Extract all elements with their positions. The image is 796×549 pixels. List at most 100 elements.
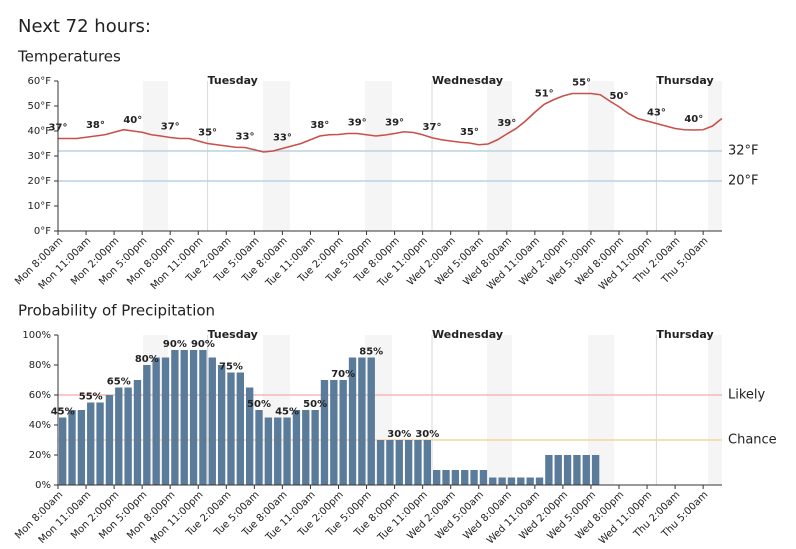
value-label: 70%: [331, 369, 355, 380]
night-band: [708, 81, 722, 231]
value-label: 35°: [460, 127, 479, 138]
bar: [161, 357, 170, 485]
bar: [217, 365, 226, 485]
bar: [433, 470, 441, 485]
value-label: 50°: [610, 91, 629, 102]
y-tick-label: 0°F: [34, 226, 51, 237]
reference-label: Likely: [728, 388, 766, 403]
bar: [563, 455, 572, 485]
bar: [442, 470, 450, 485]
y-tick-label: 100%: [22, 330, 51, 341]
value-label: 38°: [86, 120, 105, 131]
bar: [489, 477, 497, 485]
bar: [535, 477, 544, 485]
value-label: 45%: [51, 407, 75, 418]
value-label: 75%: [219, 362, 243, 373]
bar: [180, 350, 188, 485]
reference-label: 20°F: [728, 174, 759, 189]
bar: [461, 470, 469, 485]
bar: [133, 380, 142, 485]
bar: [367, 357, 375, 485]
bar: [143, 365, 151, 485]
bar: [292, 410, 301, 485]
bar: [545, 455, 553, 485]
bar: [498, 477, 506, 485]
y-tick-label: 40%: [29, 420, 51, 431]
bar: [470, 470, 478, 485]
value-label: 80%: [135, 354, 159, 365]
x-tick-label: Mon 8:00am: [13, 235, 65, 287]
value-label: 37°: [161, 122, 180, 133]
day-label: Tuesday: [208, 74, 258, 87]
value-label: 30%: [415, 429, 439, 440]
night-band: [588, 335, 614, 485]
value-label: 55%: [79, 392, 103, 403]
night-band: [143, 81, 168, 231]
bar: [171, 350, 179, 485]
value-label: 65%: [107, 377, 131, 388]
x-tick-label: Mon 8:00am: [13, 489, 65, 541]
bar: [573, 455, 581, 485]
bar: [423, 440, 431, 485]
bar: [236, 372, 244, 485]
y-tick-label: 30°F: [28, 151, 52, 162]
night-band: [487, 335, 512, 485]
value-label: 30%: [387, 429, 411, 440]
bar: [404, 440, 413, 485]
value-label: 35°: [198, 128, 217, 139]
value-label: 85%: [359, 347, 383, 358]
page-heading: Next 72 hours:: [18, 16, 151, 37]
bar: [386, 440, 394, 485]
day-label: Thursday: [656, 74, 713, 87]
y-tick-label: 60%: [29, 390, 51, 401]
bar: [591, 455, 600, 485]
bar: [246, 387, 254, 485]
bar: [283, 417, 291, 485]
value-label: 33°: [273, 133, 292, 144]
bar: [320, 380, 329, 485]
value-label: 39°: [497, 118, 516, 129]
bar: [199, 350, 207, 485]
temperature-line: [58, 92, 723, 153]
value-label: 50%: [247, 399, 271, 410]
bar: [526, 477, 534, 485]
value-label: 90%: [163, 339, 187, 350]
chart-title: Temperatures: [17, 48, 121, 66]
bar: [59, 417, 67, 485]
value-label: 40°: [123, 115, 142, 126]
reference-label: 32°F: [728, 144, 759, 159]
bar: [311, 410, 319, 485]
bar: [68, 410, 76, 485]
bar: [376, 440, 385, 485]
value-label: 39°: [385, 118, 404, 129]
night-band: [365, 81, 392, 231]
bar: [330, 380, 338, 485]
bar: [96, 402, 104, 485]
y-tick-label: 20°F: [28, 176, 52, 187]
bar: [554, 455, 562, 485]
bar: [507, 477, 516, 485]
y-tick-label: 20%: [29, 450, 51, 461]
bar: [77, 410, 86, 485]
bar: [124, 387, 132, 485]
bar: [274, 417, 282, 485]
bar: [264, 417, 273, 485]
night-band: [263, 81, 290, 231]
reference-label: Chance: [728, 433, 777, 448]
value-label: 43°: [647, 108, 666, 119]
bar: [517, 477, 525, 485]
bar: [152, 357, 160, 485]
value-label: 51°: [535, 88, 554, 99]
y-tick-label: 60°F: [28, 76, 52, 87]
value-label: 50%: [303, 399, 327, 410]
night-band: [588, 81, 614, 231]
bar: [479, 470, 488, 485]
value-label: 33°: [236, 132, 255, 143]
y-tick-label: 40°F: [28, 126, 52, 137]
bar: [208, 357, 216, 485]
value-label: 40°: [684, 114, 703, 125]
value-label: 39°: [348, 118, 367, 129]
bar: [451, 470, 460, 485]
bar: [115, 387, 123, 485]
